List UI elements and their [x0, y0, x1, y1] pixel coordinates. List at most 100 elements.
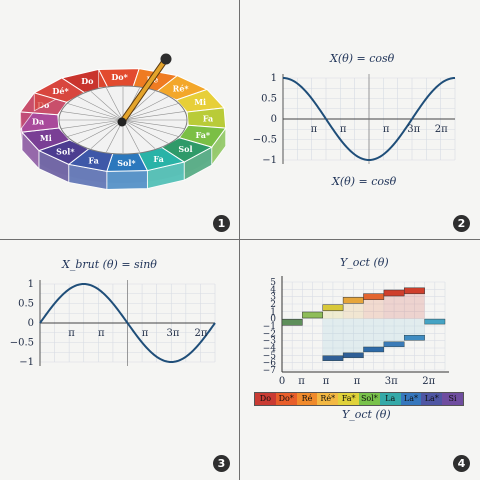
y-tick-label: 5: [270, 278, 276, 288]
lower-step-fill: [404, 318, 425, 338]
step-series: [281, 287, 446, 361]
wheel-segment-label: Fa: [88, 155, 98, 165]
panel-number-badge: 2: [453, 215, 470, 232]
wheel-spokes: [59, 87, 187, 153]
y-tick-label: −5: [263, 351, 277, 361]
legend-item: Do*: [275, 393, 297, 405]
wheel-spoke: [122, 119, 140, 153]
x-tick-label: 0: [279, 376, 285, 387]
x-tick-label: π: [354, 376, 361, 387]
wheel-spoke: [122, 119, 185, 129]
wheel-segment-label: Ré*: [173, 83, 190, 93]
wheel-spoke: [67, 119, 124, 137]
vertical-divider: [239, 0, 240, 480]
panel-cosine: X(θ) = cosθ 1 0.5 0 −0.5 −1 π π π 3π 2π X(θ) = c…: [240, 0, 480, 240]
y-tick-labels: 1 0.5 0 −0.5 −1: [10, 279, 34, 368]
wheel-segment-label: Da: [32, 117, 44, 127]
y-tick-label: −6: [263, 359, 277, 369]
y-tick-label: 0.5: [18, 299, 34, 310]
y-tick-label: 0: [271, 114, 277, 125]
y-tick-label: −0.5: [10, 338, 34, 349]
wheel-spoke: [122, 119, 169, 144]
x-tick-label: 3π: [385, 376, 398, 387]
lower-step-bar: [383, 341, 405, 348]
y-tick-label: −1: [262, 155, 277, 166]
x-tick-label: π: [68, 328, 75, 339]
x-tick-label: 2π: [195, 328, 208, 339]
panel-number-badge: 1: [213, 215, 230, 232]
wheel-spoke: [122, 96, 169, 121]
x-tick-label: π: [311, 124, 318, 135]
chart-axes: [282, 74, 455, 164]
y-tick-label: −7: [263, 366, 277, 376]
upper-step-bar: [281, 319, 303, 326]
lower-step-bar: [424, 318, 446, 325]
y-tick-label: −4: [263, 344, 277, 354]
x-tick-label: 2π: [435, 124, 448, 135]
legend-item: La: [379, 393, 401, 405]
legend-item: La*: [421, 393, 443, 405]
chart-caption: X(θ) = cosθ: [332, 175, 397, 188]
wheel-spoke: [106, 87, 124, 121]
horizontal-divider: [0, 239, 480, 240]
upper-step-fill: [363, 296, 384, 319]
wheel-segments: DoDo*RéRé*MiFaFa*SolFaSol*FaSol*MiDaDoDé…: [19, 68, 227, 190]
series-line: [39, 282, 216, 364]
wheel-segment-side: [106, 170, 148, 190]
wheel-spoke: [122, 111, 185, 121]
lower-step-fill: [383, 318, 405, 345]
y-tick-label: 0.5: [261, 94, 277, 105]
wheel-segment-label: Dé*: [52, 86, 69, 96]
upper-step-fill: [343, 300, 364, 319]
wheel-spoke: [122, 103, 179, 121]
cosine-chart: 1 0.5 0 −0.5 −1 π π π 3π 2π: [253, 73, 456, 166]
chart-caption: Y_oct (θ): [342, 408, 391, 421]
lower-step-bar: [322, 355, 344, 361]
legend-item: La*: [400, 393, 422, 405]
lower-step-bar: [404, 335, 425, 341]
wheel-segment-label: Mi: [194, 97, 206, 107]
wheel-segment-label: Fa*: [195, 130, 210, 140]
wheel-spoke: [90, 119, 124, 149]
wheel-pointer: [120, 57, 168, 124]
upper-step-bar: [302, 311, 324, 319]
y-tick-label: −0.5: [253, 135, 277, 146]
y-tick-label: −2: [263, 329, 276, 339]
panel-number-badge: 4: [453, 455, 470, 472]
wheel-segment-label: Sol: [178, 144, 192, 154]
x-tick-label: 3π: [167, 328, 180, 339]
panel-color-wheel: DoDo*RéRé*MiFaFa*SolFaSol*FaSol*MiDaDoDé…: [0, 0, 240, 240]
x-tick-labels: π π π 3π 2π: [68, 328, 208, 339]
x-tick-label: π: [323, 376, 330, 387]
color-wheel-diagram: DoDo*RéRé*MiFaFa*SolFaSol*FaSol*MiDaDoDé…: [19, 53, 227, 190]
panel-number-badge: 3: [213, 455, 230, 472]
wheel-segment-label: Sol*: [56, 147, 75, 157]
x-tick-label: 2π: [422, 376, 435, 387]
y-tick-label: 1: [271, 73, 277, 84]
wheel-segment-label: Do*: [111, 72, 128, 82]
legend-item: Do: [255, 393, 276, 405]
lower-step-bar: [363, 346, 385, 353]
series-line: [282, 77, 456, 162]
lower-step-bar: [342, 352, 364, 359]
y-tick-label: 1: [28, 279, 34, 290]
y-tick-label: 4: [270, 285, 276, 295]
y-tick-label: 3: [270, 293, 276, 303]
y-tick-labels: 1 0.5 0 −0.5 −1: [253, 73, 277, 166]
wheel-spoke: [61, 119, 124, 129]
legend-item: Ré: [296, 393, 318, 405]
wheel-spoke: [122, 119, 179, 137]
wheel-segment-label: Sol*: [117, 158, 136, 168]
upper-step-bar: [403, 287, 425, 295]
wheel-pointer-knob: [160, 53, 172, 65]
upper-step-bar: [322, 304, 344, 311]
wheel-segment-label: Fa: [153, 154, 163, 164]
legend-item: Fa*: [338, 393, 359, 405]
lower-step-fill: [343, 318, 364, 356]
x-tick-label: 3π: [407, 124, 420, 135]
lower-step-fill: [363, 318, 384, 350]
x-tick-labels: π π π 3π 2π: [311, 124, 448, 135]
